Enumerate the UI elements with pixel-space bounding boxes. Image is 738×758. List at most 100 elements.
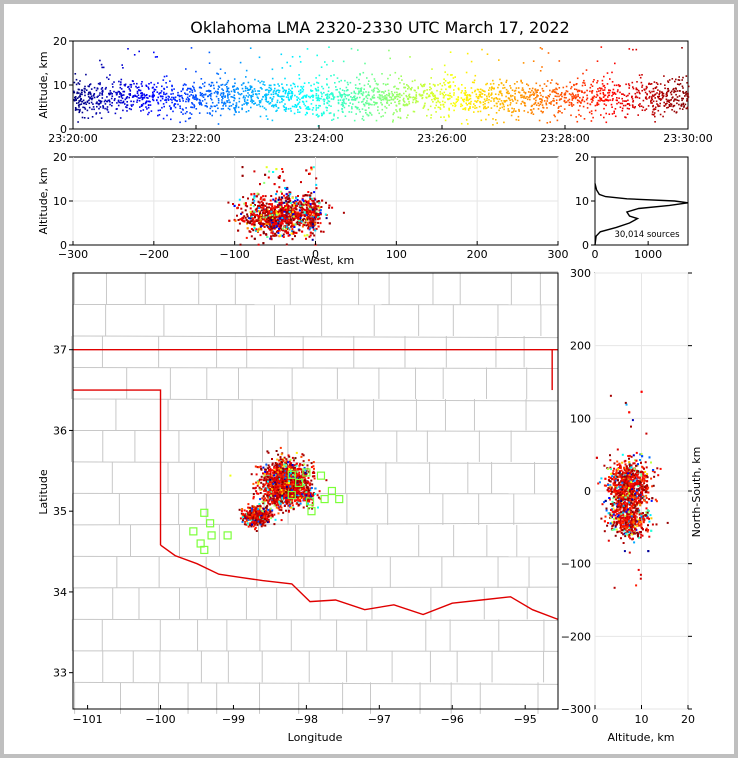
source-point <box>547 52 550 54</box>
source-point <box>474 100 476 102</box>
source-point <box>685 90 688 93</box>
source-point <box>228 219 231 222</box>
figure-title: Oklahoma LMA 2320-2330 UTC March 17, 202… <box>190 18 569 37</box>
source-point <box>261 204 263 206</box>
source-point <box>454 103 456 105</box>
source-point <box>309 194 312 197</box>
source-point <box>210 95 212 97</box>
source-point <box>437 106 440 109</box>
source-point <box>291 204 294 207</box>
source-point <box>668 103 671 106</box>
source-point <box>303 215 306 217</box>
source-point <box>593 79 595 81</box>
source-point <box>184 120 187 123</box>
source-point <box>569 81 571 84</box>
source-point <box>267 100 270 103</box>
source-point <box>563 99 566 102</box>
source-point <box>308 224 311 227</box>
source-point <box>272 210 275 213</box>
source-point <box>616 97 618 99</box>
source-point <box>136 92 139 94</box>
source-point <box>531 111 533 113</box>
source-point <box>370 114 373 116</box>
source-point <box>576 99 579 101</box>
source-point <box>264 94 267 96</box>
source-point <box>232 103 234 106</box>
source-point <box>521 89 523 91</box>
source-point <box>312 107 315 109</box>
source-point <box>356 107 358 110</box>
source-point <box>106 76 108 79</box>
source-point <box>379 96 381 98</box>
source-point <box>441 100 444 103</box>
source-point <box>271 462 274 465</box>
source-point <box>251 217 254 220</box>
source-point <box>670 99 672 101</box>
source-point <box>298 93 301 95</box>
source-point <box>136 90 139 93</box>
source-point <box>299 106 301 108</box>
source-point <box>603 107 605 110</box>
source-point <box>529 95 531 98</box>
source-point <box>513 108 515 110</box>
source-point <box>263 473 266 475</box>
source-point <box>376 91 379 93</box>
source-point <box>258 210 261 213</box>
source-point <box>661 94 664 97</box>
source-point <box>246 103 248 106</box>
source-point <box>377 106 379 108</box>
source-point <box>643 88 645 91</box>
source-point <box>424 89 426 92</box>
source-point <box>268 466 271 469</box>
source-point <box>288 218 291 221</box>
source-point <box>434 107 436 109</box>
source-point <box>304 212 307 215</box>
source-point <box>240 512 243 515</box>
source-point <box>646 98 648 100</box>
source-point <box>571 95 573 98</box>
source-point <box>420 83 422 86</box>
source-point <box>302 97 305 99</box>
source-point <box>621 97 623 100</box>
source-point <box>380 91 383 93</box>
source-point <box>80 98 82 100</box>
source-point <box>373 104 376 106</box>
county-line <box>72 461 559 464</box>
source-point <box>638 91 640 94</box>
source-point <box>312 465 315 468</box>
source-point <box>171 84 173 87</box>
source-point <box>555 87 557 90</box>
source-point <box>148 95 151 97</box>
source-point <box>353 92 356 94</box>
source-point <box>399 92 401 95</box>
source-point <box>657 95 659 98</box>
source-point <box>571 97 574 100</box>
source-point <box>269 222 272 225</box>
source-point <box>208 62 211 64</box>
source-point <box>299 212 302 215</box>
source-point <box>255 195 258 198</box>
source-point <box>299 92 302 94</box>
source-point <box>149 104 152 106</box>
source-point <box>159 109 161 111</box>
source-point <box>269 468 272 470</box>
source-point <box>206 112 209 114</box>
source-point <box>483 106 485 108</box>
source-point <box>132 100 135 103</box>
source-point <box>574 88 576 90</box>
source-point <box>317 115 319 118</box>
source-point <box>208 83 210 86</box>
source-point <box>248 94 250 96</box>
source-point <box>141 85 143 87</box>
source-point <box>419 94 422 97</box>
source-point <box>258 103 260 106</box>
source-point <box>309 96 311 99</box>
source-point <box>376 87 378 89</box>
source-point <box>457 99 460 101</box>
source-point <box>268 520 270 523</box>
source-point <box>661 97 664 99</box>
source-point <box>258 207 261 209</box>
source-point <box>262 509 265 512</box>
source-point <box>251 219 254 222</box>
source-point <box>476 88 479 91</box>
